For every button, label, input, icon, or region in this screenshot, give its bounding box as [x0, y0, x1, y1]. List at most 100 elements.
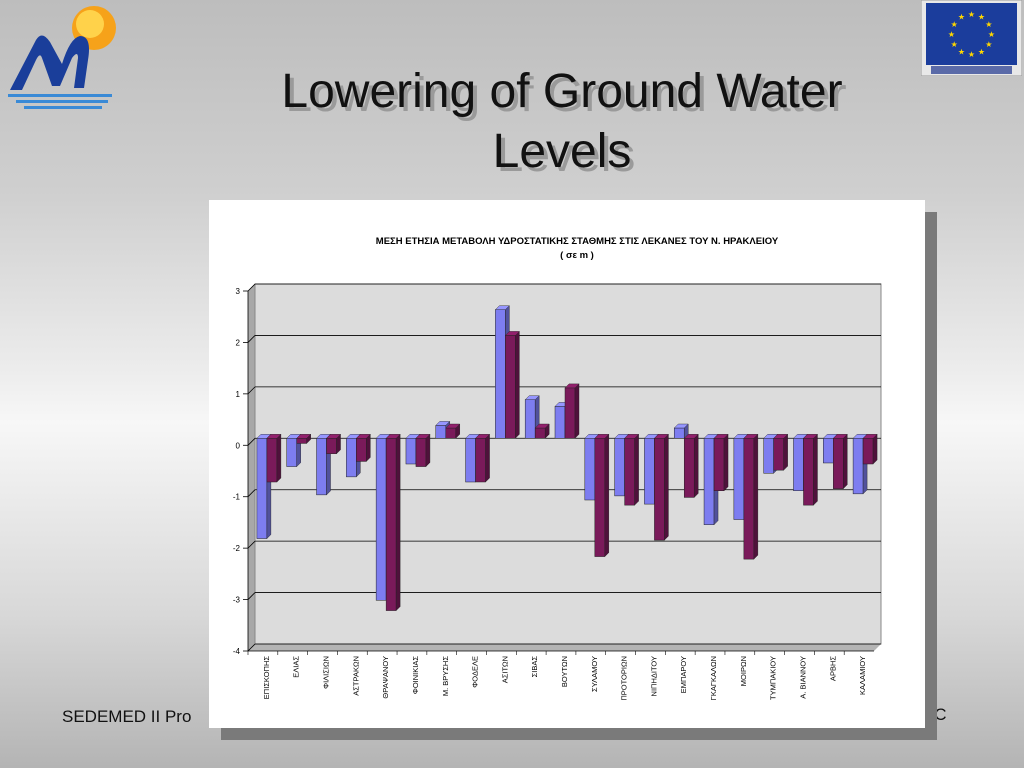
- bar-1-top: [524, 395, 540, 400]
- bar-1: [793, 438, 804, 491]
- bar-1: [286, 438, 297, 467]
- x-tick-label: Α. ΒΙΑΝΝΟΥ: [798, 656, 807, 699]
- bar-2: [594, 438, 606, 557]
- eu-star-icon: ★: [958, 13, 965, 22]
- bar-2-top: [385, 434, 401, 439]
- bar-1: [435, 425, 447, 439]
- bar-1: [554, 406, 566, 439]
- bar-2-side: [723, 433, 729, 492]
- bar-1: [256, 438, 268, 539]
- chart-title: ΜΕΣΗ ΕΤΗΣΙΑ ΜΕΤΑΒΟΛΗ ΥΔΡΟΣΤΑΤΙΚΗΣ ΣΤΑΘΜΗ…: [376, 236, 779, 247]
- bar-1: [733, 438, 745, 520]
- bar-2: [475, 438, 486, 483]
- bar-2: [326, 438, 337, 454]
- y-tick-label: -3: [233, 596, 241, 605]
- bar-1: [852, 438, 864, 495]
- bar-2: [564, 387, 576, 439]
- plot-floor: [248, 644, 881, 651]
- eu-star-icon: ★: [985, 40, 992, 49]
- eu-star-icon: ★: [948, 30, 955, 39]
- bar-2-top: [802, 434, 818, 439]
- bar-2: [743, 438, 755, 560]
- bar-2-top: [653, 434, 669, 439]
- bar-1-top: [673, 423, 689, 429]
- bar-2-side: [515, 330, 520, 439]
- bar-2-top: [475, 434, 491, 439]
- mountain-sun-logo-icon: [8, 6, 116, 109]
- bar-2: [803, 438, 814, 506]
- x-tick-label: ΒΟΥΤΩΝ: [560, 656, 569, 687]
- bar-2-side: [485, 433, 490, 483]
- x-tick-label: ΕΠΙΣΚΟΠΗΣ: [262, 656, 271, 700]
- x-tick-label: ΦΙΛΙΣΙΩΝ: [322, 656, 331, 689]
- eu-star-icon: ★: [968, 10, 975, 19]
- gridline-depth: [247, 438, 256, 446]
- bar-2: [833, 438, 844, 489]
- bar-2-top: [355, 434, 371, 439]
- gridline-depth: [247, 335, 256, 343]
- bar-2-top: [713, 434, 729, 439]
- bar-1: [375, 438, 387, 601]
- bar-chart: ΜΕΣΗ ΕΤΗΣΙΑ ΜΕΤΑΒΟΛΗ ΥΔΡΟΣΤΑΤΙΚΗΣ ΣΤΑΘΜΗ…: [233, 236, 882, 701]
- x-tick-label: ΜΟΙΡΩΝ: [739, 656, 748, 686]
- gridline-depth: [247, 643, 256, 652]
- bar-2-side: [604, 433, 610, 558]
- bar-2: [385, 438, 397, 611]
- bar-2: [445, 427, 457, 439]
- chart-subtitle: ( σε m ): [560, 250, 594, 261]
- bar-2: [624, 438, 635, 506]
- gridline-depth: [247, 540, 256, 549]
- bar-1: [644, 438, 655, 505]
- bar-2: [773, 438, 784, 471]
- eu-star-icon: ★: [968, 50, 975, 59]
- bar-2: [862, 438, 874, 465]
- gridline-depth: [247, 592, 256, 600]
- eu-star-icon: ★: [988, 30, 995, 39]
- eu-star-icon: ★: [978, 13, 985, 22]
- bar-2: [683, 438, 695, 498]
- bar-2-top: [415, 434, 431, 439]
- bar-2-side: [813, 433, 818, 506]
- bar-1: [405, 438, 417, 465]
- eu-star-icon: ★: [951, 40, 958, 49]
- bar-2-top: [624, 434, 640, 439]
- bar-1: [763, 438, 774, 474]
- eu-star-icon: ★: [958, 47, 965, 56]
- eu-star-icon: ★: [978, 47, 985, 56]
- bar-2-top: [504, 331, 520, 336]
- bar-2-top: [832, 434, 848, 439]
- gridline-depth: [247, 386, 256, 395]
- x-tick-label: ΣΙΒΑΣ: [530, 656, 539, 678]
- x-tick-label: Μ. ΒΡΥΣΗΣ: [441, 656, 450, 696]
- x-tick-label: ΕΜΠΑΡΟΥ: [679, 656, 688, 693]
- bar-2-top: [594, 434, 610, 439]
- eu-star-icon: ★: [951, 20, 958, 29]
- bar-2-top: [564, 383, 580, 389]
- x-tick-label: ΑΡΒΗΣ: [828, 656, 837, 681]
- bar-2-side: [574, 383, 580, 439]
- bar-2: [356, 438, 367, 462]
- bar-2-side: [783, 433, 788, 471]
- bar-2-top: [773, 434, 789, 439]
- bar-2: [713, 438, 725, 491]
- bar-2-top: [296, 434, 312, 439]
- bar-1: [584, 438, 596, 501]
- gridline-depth: [247, 283, 256, 292]
- bar-1: [316, 438, 327, 496]
- y-tick-label: -2: [233, 544, 241, 553]
- bar-2-side: [753, 433, 759, 560]
- bar-2-side: [634, 433, 639, 506]
- bar-1: [495, 309, 506, 439]
- eu-star-icon: ★: [985, 20, 992, 29]
- x-tick-label: ΝΙΠΗΔΙΤΟΥ: [649, 656, 658, 696]
- bar-1: [614, 438, 625, 497]
- x-tick-label: ΕΛΙΑΣ: [292, 656, 301, 678]
- chart-panel: ΜΕΣΗ ΕΤΗΣΙΑ ΜΕΤΑΒΟΛΗ ΥΔΡΟΣΤΑΤΙΚΗΣ ΣΤΑΘΜΗ…: [209, 200, 925, 728]
- x-tick-label: ΣΥΛΑΜΟΥ: [590, 656, 599, 692]
- bar-2: [266, 438, 278, 483]
- slide-title-line-1: Lowering of Ground Water: [281, 65, 843, 118]
- bar-2-side: [664, 433, 669, 541]
- bar-2-side: [872, 433, 878, 465]
- bar-2-side: [276, 433, 282, 483]
- x-tick-label: ΘΡΑΨΑΝΟΥ: [381, 656, 390, 699]
